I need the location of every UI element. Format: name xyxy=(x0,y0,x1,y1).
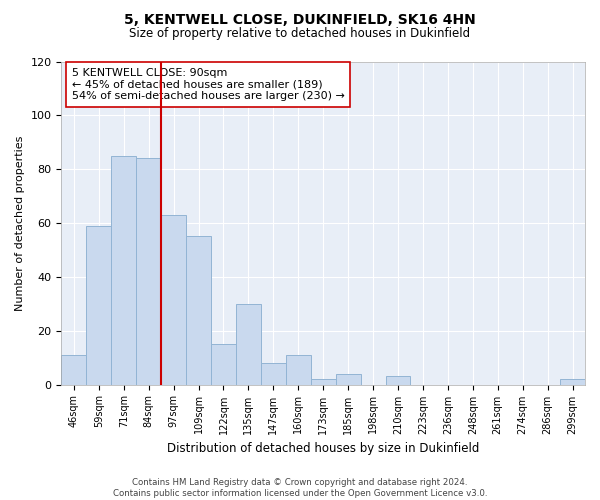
Y-axis label: Number of detached properties: Number of detached properties xyxy=(15,136,25,310)
Bar xyxy=(286,355,311,384)
Bar xyxy=(261,363,286,384)
Bar xyxy=(61,355,86,384)
Bar xyxy=(236,304,261,384)
X-axis label: Distribution of detached houses by size in Dukinfield: Distribution of detached houses by size … xyxy=(167,442,479,455)
Bar xyxy=(560,379,585,384)
Bar xyxy=(161,215,186,384)
Bar xyxy=(335,374,361,384)
Text: Contains HM Land Registry data © Crown copyright and database right 2024.
Contai: Contains HM Land Registry data © Crown c… xyxy=(113,478,487,498)
Bar xyxy=(136,158,161,384)
Bar xyxy=(211,344,236,385)
Bar xyxy=(311,379,335,384)
Bar xyxy=(86,226,111,384)
Text: 5, KENTWELL CLOSE, DUKINFIELD, SK16 4HN: 5, KENTWELL CLOSE, DUKINFIELD, SK16 4HN xyxy=(124,12,476,26)
Text: Size of property relative to detached houses in Dukinfield: Size of property relative to detached ho… xyxy=(130,28,470,40)
Bar xyxy=(186,236,211,384)
Bar xyxy=(111,156,136,384)
Bar xyxy=(386,376,410,384)
Text: 5 KENTWELL CLOSE: 90sqm
← 45% of detached houses are smaller (189)
54% of semi-d: 5 KENTWELL CLOSE: 90sqm ← 45% of detache… xyxy=(72,68,345,101)
